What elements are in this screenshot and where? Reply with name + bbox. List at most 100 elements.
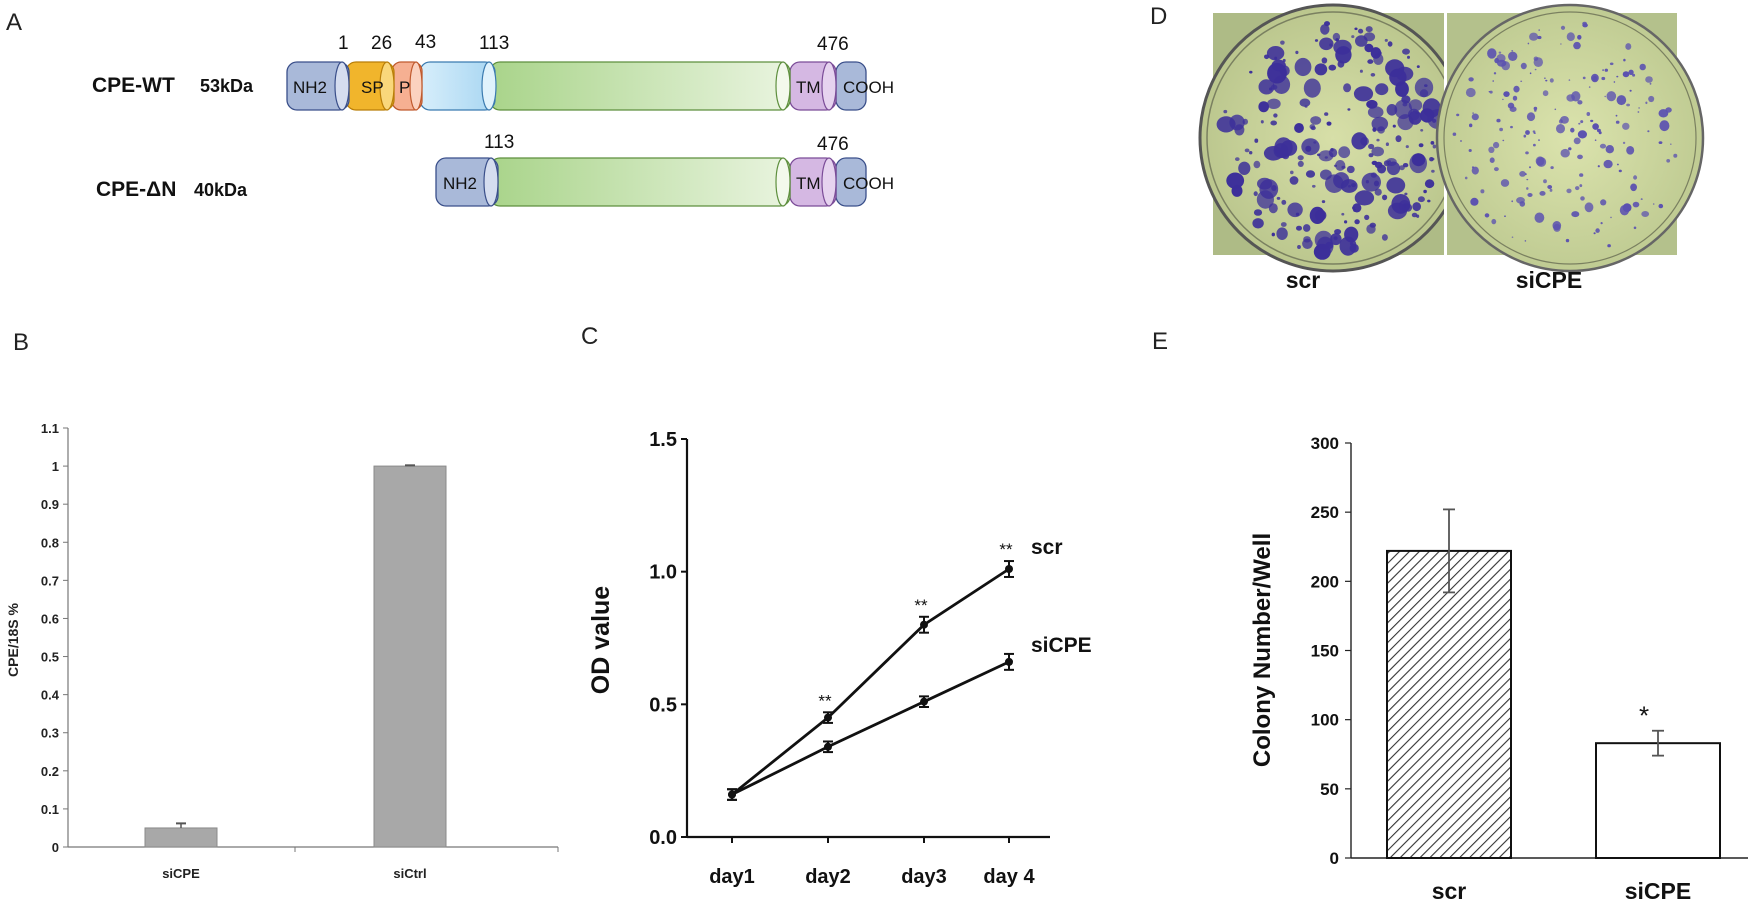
colony <box>1254 138 1259 143</box>
colony <box>1534 109 1537 112</box>
colony <box>1629 89 1632 92</box>
colony <box>1496 118 1501 123</box>
colony <box>1314 39 1319 42</box>
colony <box>1645 76 1653 83</box>
colony <box>1370 47 1382 59</box>
colony <box>1658 109 1669 118</box>
x-tick-label: siCPE <box>162 866 200 881</box>
colony <box>1578 122 1581 125</box>
y-tick-label: 300 <box>1311 434 1339 453</box>
colony <box>1335 46 1352 64</box>
colony <box>1658 203 1664 209</box>
colony <box>1258 79 1275 95</box>
construct-mass-dn: 40kDa <box>194 180 248 200</box>
colony <box>1407 55 1410 59</box>
colony <box>1670 143 1672 145</box>
colony <box>1533 56 1539 61</box>
y-tick-label: 1.1 <box>41 421 59 436</box>
colony <box>1351 132 1368 150</box>
colony <box>1666 159 1671 163</box>
colony <box>1604 68 1609 72</box>
colony <box>1424 179 1435 189</box>
colony <box>1623 58 1626 62</box>
y-tick-label: 0.5 <box>41 650 59 665</box>
colony <box>1513 85 1520 93</box>
panel-b-letter: B <box>13 329 29 356</box>
colony <box>1545 79 1548 82</box>
colony <box>1303 224 1311 232</box>
colony <box>1554 108 1557 111</box>
bar <box>373 465 447 848</box>
colony <box>1330 233 1342 246</box>
colony <box>1487 48 1497 59</box>
colony <box>1639 63 1646 71</box>
colony <box>1226 172 1245 189</box>
colony <box>1354 190 1375 206</box>
colony <box>1494 167 1499 172</box>
colony <box>1600 222 1603 225</box>
colony <box>1235 157 1240 162</box>
colony <box>1625 43 1632 50</box>
colony <box>1354 27 1358 31</box>
colony <box>1387 41 1393 47</box>
colony <box>1395 81 1409 97</box>
colony <box>1427 199 1431 203</box>
y-tick-label: 0.8 <box>41 535 59 550</box>
colony <box>1632 201 1640 208</box>
panel-d: D scr siCPE <box>1150 3 1705 293</box>
construct-mass-wt: 53kDa <box>200 76 254 96</box>
significance-label: ** <box>914 596 928 615</box>
colony <box>1534 68 1537 71</box>
x-tick-label: siCtrl <box>393 866 426 881</box>
colony <box>1249 151 1253 155</box>
colony <box>1375 83 1389 96</box>
colony <box>1386 158 1397 166</box>
colony <box>1405 145 1409 149</box>
colony <box>1273 113 1278 118</box>
colony <box>1259 179 1279 199</box>
colony <box>1347 108 1351 111</box>
colony <box>1370 73 1376 77</box>
colony <box>1294 57 1312 77</box>
colony <box>1493 141 1500 149</box>
colony <box>1394 99 1413 120</box>
colony <box>1456 113 1460 117</box>
colony <box>1511 50 1514 52</box>
colony <box>1529 72 1532 75</box>
colony <box>1432 118 1437 123</box>
colony <box>1510 125 1513 129</box>
y-tick-label: 0.5 <box>649 694 677 716</box>
data-point <box>728 790 736 799</box>
colony <box>1309 124 1316 130</box>
colony <box>1244 148 1250 153</box>
colony <box>1371 116 1389 132</box>
colony <box>1537 35 1542 40</box>
colony <box>1270 120 1277 126</box>
colony <box>1496 54 1506 63</box>
domain-main <box>489 61 791 111</box>
colony <box>1321 200 1326 204</box>
colony <box>1382 194 1388 201</box>
colony <box>1404 192 1408 196</box>
colony <box>1519 201 1526 207</box>
colony <box>1511 236 1514 238</box>
colony <box>1402 102 1408 107</box>
colony <box>1538 139 1540 142</box>
colony <box>1616 95 1627 106</box>
colony <box>1280 222 1287 227</box>
colony <box>1566 32 1575 42</box>
colony <box>1391 194 1411 214</box>
domain-pro-region <box>419 61 497 111</box>
colony <box>1599 143 1607 149</box>
colony <box>1468 77 1474 82</box>
colony <box>1367 106 1384 119</box>
colony <box>1577 35 1582 40</box>
colony <box>1543 179 1547 184</box>
colony <box>1525 151 1529 155</box>
colony <box>1489 90 1493 94</box>
y-tick-label: 1.0 <box>649 562 677 584</box>
colony <box>1279 65 1290 76</box>
colony <box>1338 146 1351 159</box>
colony <box>1417 196 1425 203</box>
colony <box>1366 224 1376 234</box>
